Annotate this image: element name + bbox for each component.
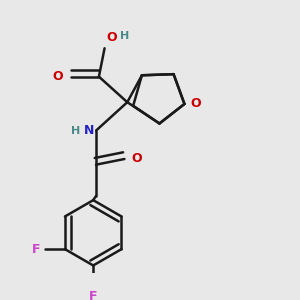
Text: F: F: [89, 290, 98, 300]
Text: F: F: [32, 243, 41, 256]
Text: O: O: [190, 98, 201, 110]
Text: O: O: [131, 152, 142, 166]
Text: H: H: [120, 31, 129, 41]
Text: O: O: [106, 31, 117, 44]
Text: H: H: [71, 126, 80, 136]
Text: O: O: [53, 70, 63, 83]
Text: N: N: [84, 124, 94, 137]
